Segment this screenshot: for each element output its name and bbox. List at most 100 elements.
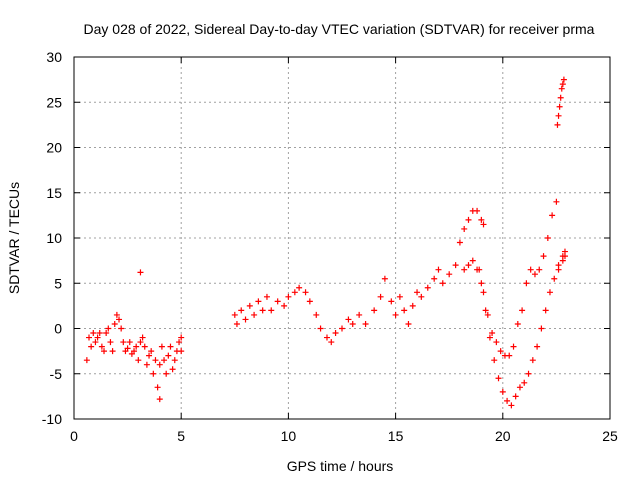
- data-point-marker: [424, 284, 431, 291]
- data-point-marker: [105, 325, 112, 332]
- data-point-marker: [246, 302, 253, 309]
- data-point-marker: [296, 284, 303, 291]
- y-tick-label: 30: [46, 49, 62, 65]
- data-point-marker: [478, 216, 485, 223]
- x-tick-label: 5: [177, 428, 185, 444]
- data-marks: [83, 76, 568, 409]
- data-point-marker: [88, 343, 95, 350]
- data-point-marker: [98, 343, 105, 350]
- data-point-marker: [259, 307, 266, 314]
- data-point-marker: [274, 298, 281, 305]
- data-point-marker: [371, 307, 378, 314]
- data-point-marker: [414, 289, 421, 296]
- data-point-marker: [465, 262, 472, 269]
- data-point-marker: [135, 357, 142, 364]
- data-point-marker: [484, 311, 491, 318]
- data-point-marker: [242, 316, 249, 323]
- data-point-marker: [178, 334, 185, 341]
- data-point-marker: [126, 339, 133, 346]
- y-tick-label: 10: [46, 230, 62, 246]
- y-tick-label: -5: [50, 366, 63, 382]
- data-point-marker: [169, 366, 176, 373]
- data-point-marker: [491, 357, 498, 364]
- data-point-marker: [291, 289, 298, 296]
- data-point-marker: [555, 112, 562, 119]
- data-point-marker: [514, 320, 521, 327]
- data-point-marker: [362, 320, 369, 327]
- data-point-marker: [317, 325, 324, 332]
- x-tick-label: 15: [388, 428, 404, 444]
- data-point-marker: [111, 320, 118, 327]
- data-point-marker: [508, 402, 515, 409]
- data-point-marker: [178, 348, 185, 355]
- data-point-marker: [392, 311, 399, 318]
- data-point-marker: [461, 225, 468, 232]
- data-point-marker: [504, 397, 511, 404]
- data-point-marker: [154, 384, 161, 391]
- data-point-marker: [116, 316, 123, 323]
- data-point-marker: [83, 357, 90, 364]
- data-point-marker: [156, 396, 163, 403]
- data-point-marker: [113, 311, 120, 318]
- data-point-marker: [489, 330, 496, 337]
- data-point-marker: [328, 339, 335, 346]
- data-point-marker: [150, 370, 157, 377]
- data-point-marker: [480, 221, 487, 228]
- data-point-marker: [540, 253, 547, 260]
- data-point-marker: [482, 307, 489, 314]
- data-point-marker: [171, 357, 178, 364]
- data-point-marker: [101, 348, 108, 355]
- data-point-marker: [561, 253, 568, 260]
- data-point-marker: [418, 293, 425, 300]
- data-point-marker: [556, 103, 563, 110]
- data-point-marker: [107, 339, 114, 346]
- data-point-marker: [555, 262, 562, 269]
- data-point-marker: [255, 298, 262, 305]
- x-tick-label: 10: [281, 428, 297, 444]
- y-tick-label: 20: [46, 140, 62, 156]
- data-point-marker: [523, 280, 530, 287]
- data-point-marker: [529, 357, 536, 364]
- tick-labels: 0 5 10 15 20 25 -10 -5 0 5 10 15 20 25 30: [42, 49, 618, 444]
- data-point-marker: [163, 370, 170, 377]
- x-tick-label: 20: [495, 428, 511, 444]
- data-point-marker: [527, 266, 534, 273]
- data-point-marker: [349, 320, 356, 327]
- data-point-marker: [474, 207, 481, 214]
- y-tick-label: 15: [46, 185, 62, 201]
- data-point-marker: [534, 343, 541, 350]
- chart-title: Day 028 of 2022, Sidereal Day-to-day VTE…: [84, 21, 595, 37]
- data-point-marker: [148, 348, 155, 355]
- data-point-marker: [165, 352, 172, 359]
- data-point-marker: [285, 293, 292, 300]
- data-point-marker: [377, 293, 384, 300]
- data-point-marker: [551, 275, 558, 282]
- data-point-marker: [405, 320, 412, 327]
- data-point-marker: [557, 94, 564, 101]
- data-point-marker: [332, 330, 339, 337]
- data-point-marker: [96, 330, 103, 337]
- data-point-marker: [560, 76, 567, 83]
- data-point-marker: [137, 269, 144, 276]
- data-point-marker: [396, 293, 403, 300]
- data-point-marker: [86, 334, 93, 341]
- data-point-marker: [497, 348, 504, 355]
- data-point-marker: [345, 316, 352, 323]
- data-point-marker: [339, 325, 345, 332]
- data-point-marker: [388, 298, 395, 305]
- data-point-marker: [452, 262, 459, 269]
- data-point-marker: [531, 271, 538, 278]
- y-tick-label: 25: [46, 94, 62, 110]
- data-point-marker: [158, 343, 165, 350]
- data-point-marker: [118, 325, 125, 332]
- data-point-marker: [313, 311, 320, 318]
- y-tick-label: 0: [54, 321, 62, 337]
- data-point-marker: [542, 307, 549, 314]
- data-point-marker: [536, 266, 543, 273]
- data-point-marker: [167, 343, 174, 350]
- data-point-marker: [306, 298, 313, 305]
- data-point-marker: [521, 379, 528, 386]
- data-point-marker: [446, 271, 453, 278]
- data-point-marker: [323, 334, 330, 341]
- data-point-marker: [109, 348, 116, 355]
